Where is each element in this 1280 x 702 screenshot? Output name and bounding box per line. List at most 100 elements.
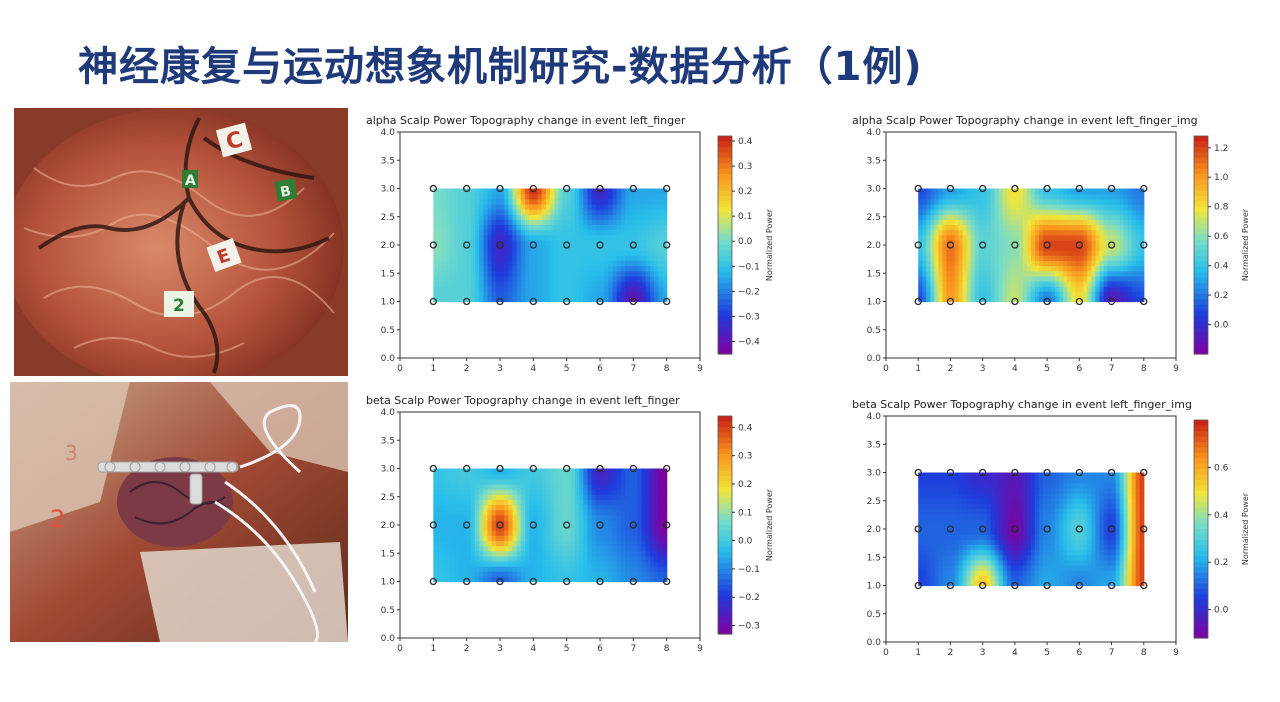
heat-cell bbox=[1079, 487, 1084, 494]
heat-cell bbox=[1107, 291, 1113, 297]
heat-cell bbox=[1055, 503, 1060, 510]
heat-cell bbox=[470, 489, 476, 495]
heat-cell bbox=[633, 209, 639, 215]
heat-cell bbox=[541, 540, 547, 547]
heat-cell bbox=[595, 265, 601, 272]
heat-cell bbox=[918, 570, 923, 576]
heat-cell bbox=[954, 239, 960, 246]
heat-cell bbox=[1031, 250, 1036, 256]
heat-cell bbox=[641, 214, 647, 220]
heat-cell bbox=[962, 539, 968, 546]
heat-cell bbox=[1071, 508, 1076, 515]
heat-cell bbox=[1039, 477, 1044, 484]
heat-cell bbox=[575, 291, 580, 297]
heat-cell bbox=[974, 209, 980, 215]
heat-cell bbox=[545, 224, 551, 231]
heat-cell bbox=[608, 519, 614, 526]
heat-cell bbox=[970, 549, 976, 556]
heat-cell bbox=[566, 193, 572, 200]
heat-cell bbox=[1055, 559, 1060, 566]
heat-cell bbox=[445, 550, 451, 557]
colorbar-segment bbox=[718, 326, 732, 333]
heat-cell bbox=[620, 198, 626, 205]
heat-cell bbox=[1083, 296, 1088, 303]
heat-cell bbox=[570, 245, 576, 251]
y-tick-label: 3.5 bbox=[381, 156, 395, 166]
heat-cell bbox=[966, 580, 972, 587]
heat-cell bbox=[475, 234, 480, 241]
heat-cell bbox=[1091, 275, 1097, 282]
colorbar-segment bbox=[718, 190, 732, 197]
heat-cell bbox=[550, 198, 555, 205]
heat-cell bbox=[1039, 260, 1044, 267]
heat-cell bbox=[637, 239, 643, 246]
heat-cell bbox=[545, 514, 551, 521]
heat-cell bbox=[633, 270, 639, 277]
heat-cell bbox=[930, 482, 935, 489]
heat-cell bbox=[487, 275, 493, 282]
heat-cell bbox=[450, 468, 455, 475]
heat-cell bbox=[491, 198, 497, 205]
heat-cell bbox=[1131, 234, 1137, 241]
heat-cell bbox=[658, 545, 664, 552]
heat-cell bbox=[450, 214, 455, 220]
heat-cell bbox=[525, 245, 530, 251]
heat-cell bbox=[625, 193, 630, 200]
electrode-marker bbox=[563, 577, 571, 586]
heat-cell bbox=[1067, 529, 1072, 535]
heat-cell bbox=[954, 498, 960, 504]
heat-cell bbox=[1111, 234, 1117, 241]
heat-cell bbox=[579, 499, 584, 506]
heat-cell bbox=[541, 571, 547, 577]
heat-cell bbox=[1026, 482, 1032, 489]
heat-cell bbox=[591, 525, 597, 531]
heat-cell bbox=[558, 483, 564, 490]
heat-cell bbox=[922, 518, 927, 525]
heat-cell bbox=[1087, 198, 1093, 205]
heat-cell bbox=[1139, 234, 1145, 241]
heat-cell bbox=[608, 270, 614, 277]
heat-cell bbox=[466, 224, 472, 231]
heat-cell bbox=[1083, 229, 1088, 236]
heat-cell bbox=[658, 239, 664, 246]
heat-cell bbox=[1055, 224, 1060, 231]
heat-cell bbox=[629, 571, 634, 577]
heat-cell bbox=[612, 550, 618, 557]
heat-cell bbox=[479, 275, 484, 282]
colorbar-tick-label: 0.1 bbox=[738, 508, 752, 518]
heat-cell bbox=[1035, 570, 1040, 576]
colorbar-segment bbox=[1194, 152, 1208, 159]
heat-cell bbox=[550, 188, 555, 195]
heat-cell bbox=[458, 229, 464, 236]
heat-cell bbox=[1043, 559, 1048, 566]
heat-cell bbox=[533, 280, 539, 287]
heat-cell bbox=[633, 260, 639, 267]
heat-cell bbox=[600, 509, 605, 516]
heat-cell bbox=[658, 514, 664, 521]
heat-cell bbox=[1035, 245, 1040, 251]
heat-cell bbox=[1018, 544, 1024, 551]
heat-cell bbox=[541, 198, 547, 205]
heat-cell bbox=[1091, 291, 1097, 297]
heat-cell bbox=[650, 494, 655, 500]
heat-cell bbox=[491, 566, 497, 572]
heat-cell bbox=[558, 203, 564, 210]
heat-cell bbox=[922, 286, 927, 292]
heat-cell bbox=[600, 478, 605, 485]
heat-cell bbox=[1063, 498, 1068, 504]
heat-cell bbox=[658, 468, 664, 475]
heat-cell bbox=[575, 209, 580, 215]
heat-cell bbox=[575, 478, 580, 485]
heat-cell bbox=[1022, 239, 1028, 246]
heat-cell bbox=[954, 296, 960, 303]
heat-cell bbox=[641, 280, 647, 287]
heat-cell bbox=[1026, 580, 1032, 587]
heat-cell bbox=[437, 540, 443, 547]
heat-cell bbox=[942, 250, 948, 256]
heat-cell bbox=[495, 494, 501, 500]
heat-cell bbox=[612, 275, 618, 282]
heat-cell bbox=[1043, 564, 1048, 571]
heat-cell bbox=[537, 193, 543, 200]
heat-cell bbox=[575, 188, 580, 195]
heat-cell bbox=[633, 224, 639, 231]
